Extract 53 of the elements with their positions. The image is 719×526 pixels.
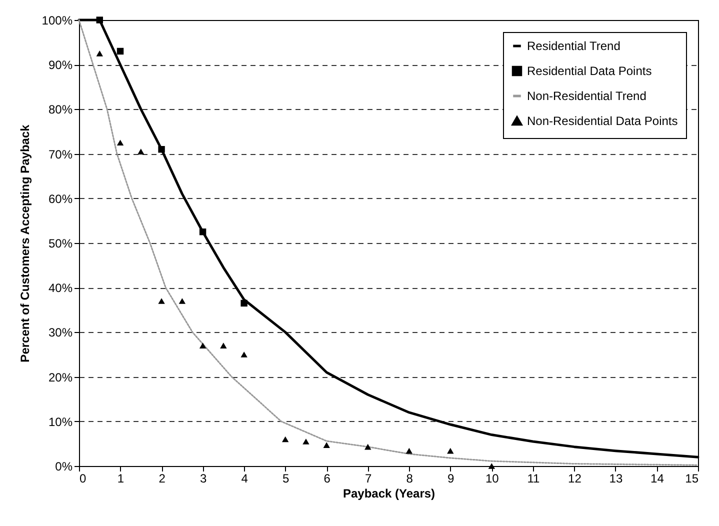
x-tick-label: 10 [485,472,500,486]
y-tick-label: 50% [48,236,73,250]
point [240,300,248,307]
point [116,140,124,146]
x-tick-label: 8 [406,472,414,486]
y-tick-label: 20% [48,370,73,384]
y-tick-label: 10% [48,414,73,429]
x-tick-label: 2 [158,472,166,486]
y-tick-label: 30% [48,326,73,340]
point [199,228,206,236]
x-tick-label: 6 [324,472,331,486]
x-tick-label: 1 [117,472,124,486]
x-tick-label: 7 [365,472,372,486]
y-tick-label: 40% [48,281,73,296]
legend-label: Non-Residential Data Points [527,114,678,128]
y-tick-label: 90% [48,58,73,72]
x-tick-label: 13 [609,472,623,486]
x-axis-title: Payback (Years) [342,486,436,500]
point [220,342,227,348]
point [323,442,330,448]
y-axis-title: Percent of Customers Accepting Payback [18,124,32,362]
point [96,50,103,56]
x-tick-label: 0 [80,472,86,486]
point [282,436,289,442]
legend-label: Non-Residential Trend [527,89,646,103]
y-tick-label: 100% [42,14,73,28]
y-tick-label: 60% [48,192,73,206]
y-tick-label: 70% [48,147,73,162]
point [488,463,496,469]
point [116,48,124,55]
point [240,352,248,358]
point [158,146,165,153]
x-tick-label: 12 [568,472,582,486]
point [96,16,103,24]
x-tick-label: 3 [200,472,207,486]
point [178,298,186,304]
x-tick-label: 15 [685,472,699,486]
y-tick-label: 80% [48,102,73,117]
point [406,448,412,454]
legend-label: Residential Trend [527,39,620,53]
point [158,298,165,304]
point [199,342,206,348]
y-tick-label: 0% [55,460,73,474]
x-tick-label: 5 [282,472,290,486]
x-tick-label: 4 [241,472,248,486]
x-tick-label: 9 [448,472,455,486]
point [364,444,372,450]
legend-label: Residential Data Points [527,64,652,78]
x-tick-label: 11 [527,472,540,486]
point [138,148,144,154]
point [447,448,454,454]
x-tick-label: 14 [650,472,664,486]
point [302,438,310,444]
